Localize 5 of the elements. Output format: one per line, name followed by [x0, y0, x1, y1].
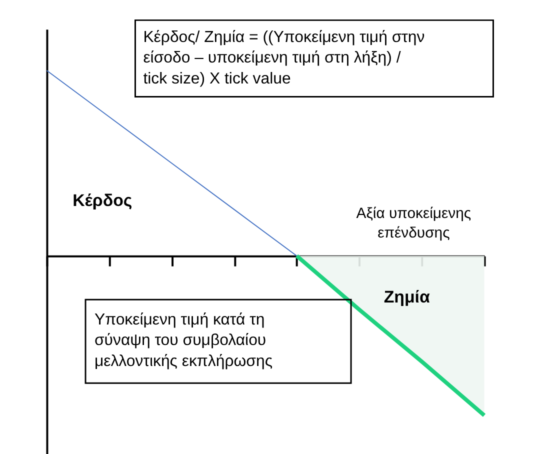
y-axis-title: Κέρδος: [72, 191, 132, 210]
x-axis-title: Αξία υποκείμενης επένδυσης: [356, 206, 472, 242]
annotation: Ζημία: [384, 288, 431, 307]
annotation: Υποκείμενη τιμή κατά τη σύναψη του συμβολαίου μελλοντικής εκπλήρωσης: [94, 311, 273, 370]
annotation: Κέρδος/ Ζημία = ((Υποκείμενη τιμή στην είσοδο – υποκείμενη τιμή στη λήξη) / tick size) X tick value: [143, 29, 425, 88]
